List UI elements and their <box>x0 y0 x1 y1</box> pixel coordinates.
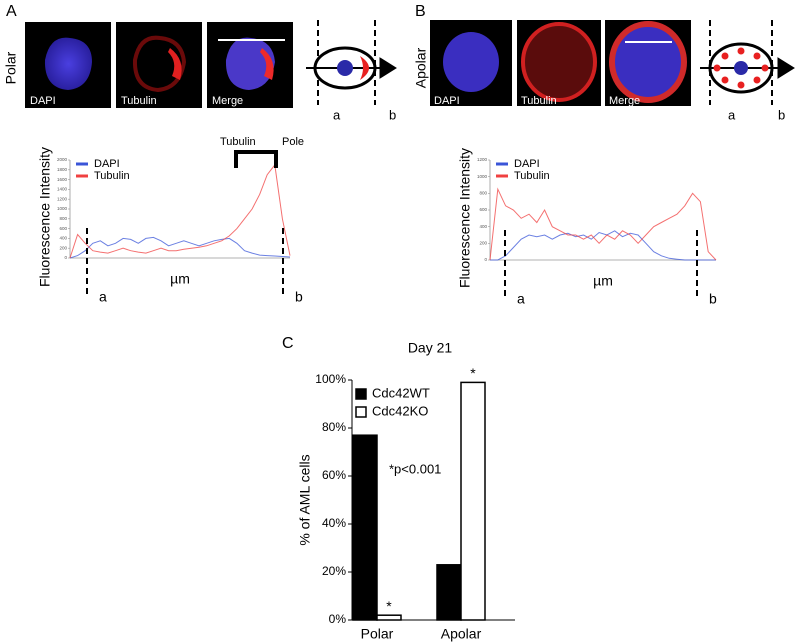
x-tick-label: Apolar <box>441 626 482 642</box>
image-label: Merge <box>212 95 243 107</box>
legend-label: Tubulin <box>514 170 550 182</box>
image-label: Tubulin <box>521 95 557 107</box>
y-tick-label: 0 <box>64 255 67 260</box>
micrograph <box>25 22 293 108</box>
bar <box>460 381 486 621</box>
diagram-label: b <box>389 107 396 122</box>
image-label: Merge <box>609 95 640 107</box>
y-axis-label: Fluorescence Intensity <box>457 148 473 288</box>
y-tick-label: 200 <box>59 245 67 250</box>
image-label: DAPI <box>30 95 56 107</box>
diagram-label: a <box>728 107 736 122</box>
boundary-label: b <box>295 289 303 305</box>
y-tick-label: 600 <box>59 226 67 231</box>
significance-marker: * <box>386 598 392 614</box>
y-tick-label: 1400 <box>57 187 68 192</box>
y-tick-label: 1000 <box>57 206 68 211</box>
legend-swatch <box>355 388 367 400</box>
y-tick-label: 1200 <box>57 196 68 201</box>
y-tick-label: 1600 <box>57 177 68 182</box>
boundary-label: b <box>709 291 717 307</box>
annotation: Tubulin <box>220 136 256 148</box>
y-tick-label: 0% <box>329 612 347 626</box>
y-tick-label: 1200 <box>477 157 488 162</box>
y-axis-label: Fluorescence Intensity <box>37 147 53 287</box>
x-axis-label: µm <box>593 273 613 289</box>
boundary-label: a <box>517 291 525 307</box>
legend-label: Cdc42WT <box>372 385 430 400</box>
chart-title: Day 21 <box>408 340 453 356</box>
panel-letter: A <box>6 3 17 20</box>
diagram <box>306 20 397 105</box>
y-tick-label: 800 <box>479 191 487 196</box>
y-tick-label: 400 <box>59 236 67 241</box>
y-tick-label: 1000 <box>477 174 488 179</box>
x-tick-label: Polar <box>361 626 394 642</box>
y-tick-label: 40% <box>322 516 346 530</box>
y-axis-label: % of AML cells <box>297 454 313 545</box>
y-tick-label: 0 <box>484 257 487 262</box>
y-tick-label: 2000 <box>57 157 68 162</box>
legend-label: DAPI <box>94 158 120 170</box>
legend-label: Tubulin <box>94 170 130 182</box>
bar <box>352 434 378 621</box>
x-axis-label: µm <box>170 271 190 287</box>
y-tick-label: 1800 <box>57 167 68 172</box>
panel-letter: C <box>282 335 294 352</box>
y-tick-label: 200 <box>479 241 487 246</box>
line-series <box>69 163 291 259</box>
y-tick-label: 800 <box>59 216 67 221</box>
legend-swatch <box>355 406 367 418</box>
row-label: Apolar <box>413 47 429 88</box>
micrograph <box>430 20 691 106</box>
line-series <box>489 187 717 261</box>
bar <box>436 564 462 621</box>
bracket <box>234 150 278 168</box>
significance-marker: * <box>470 365 476 381</box>
legend-label: Cdc42KO <box>372 403 428 418</box>
line-series <box>490 230 716 261</box>
image-label: Tubulin <box>121 95 157 107</box>
row-label: Polar <box>3 51 19 84</box>
diagram-label: a <box>333 107 341 122</box>
y-tick-label: 400 <box>479 224 487 229</box>
legend-label: DAPI <box>514 158 540 170</box>
y-tick-label: 80% <box>322 420 346 434</box>
diagram-label: b <box>778 107 785 122</box>
panel-letter: B <box>415 3 426 20</box>
line-series <box>69 236 291 259</box>
annotation: *p<0.001 <box>389 461 441 476</box>
y-tick-label: 100% <box>315 372 346 386</box>
bar <box>376 614 402 621</box>
y-tick-label: 60% <box>322 468 346 482</box>
image-label: DAPI <box>434 95 460 107</box>
y-tick-label: 600 <box>479 207 487 212</box>
boundary-label: a <box>99 289 107 305</box>
annotation: Pole <box>282 136 304 148</box>
y-tick-label: 20% <box>322 564 346 578</box>
diagram <box>700 20 795 105</box>
